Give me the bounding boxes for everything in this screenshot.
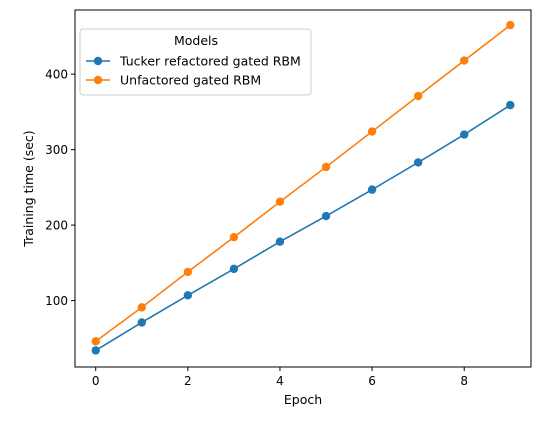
data-point (275, 237, 285, 246)
y-tick-label: 300 (45, 143, 68, 157)
data-point (413, 91, 423, 101)
data-point (91, 346, 100, 355)
data-point (413, 158, 423, 167)
legend: Models Tucker refactored gated RBM Unfact… (79, 28, 312, 96)
legend-label: Tucker refactored gated RBM (119, 54, 301, 69)
x-tick-label: 0 (92, 374, 100, 388)
y-axis-title: Training time (sec) (21, 130, 36, 247)
data-point (91, 337, 100, 346)
data-point (367, 127, 377, 136)
legend-entry: Unfactored gated RBM (86, 73, 261, 88)
x-axis-title: Epoch (284, 392, 322, 407)
x-tick-label: 2 (184, 374, 192, 388)
data-point (367, 185, 377, 194)
x-axis-ticks: 0 2 4 6 8 (92, 367, 468, 388)
data-point (321, 162, 331, 172)
y-tick-label: 200 (45, 219, 68, 233)
legend-marker (93, 75, 103, 85)
legend-entry: Tucker refactored gated RBM (86, 54, 301, 69)
data-point (506, 100, 515, 110)
data-point (506, 20, 515, 30)
data-point (183, 267, 193, 277)
x-tick-label: 6 (368, 374, 376, 388)
legend-frame (79, 28, 312, 96)
y-axis-ticks: 100 200 300 400 (45, 68, 75, 308)
x-tick-label: 4 (276, 374, 284, 388)
x-tick-label: 8 (460, 374, 468, 388)
legend-title: Models (174, 33, 218, 48)
series-layer (91, 20, 515, 355)
data-point (321, 211, 331, 221)
series-1 (91, 100, 515, 355)
data-point (460, 56, 469, 65)
legend-label: Unfactored gated RBM (120, 73, 261, 88)
data-point (275, 197, 285, 206)
series-line (95, 24, 511, 342)
data-point (460, 130, 469, 139)
legend-marker (93, 56, 103, 66)
data-point (229, 232, 239, 242)
data-point (229, 264, 239, 274)
data-point (137, 318, 146, 327)
y-tick-label: 400 (45, 68, 68, 82)
series-2 (91, 20, 515, 346)
series-line (95, 104, 511, 352)
data-point (183, 291, 193, 300)
y-tick-label: 100 (45, 294, 68, 308)
data-point (137, 303, 146, 312)
